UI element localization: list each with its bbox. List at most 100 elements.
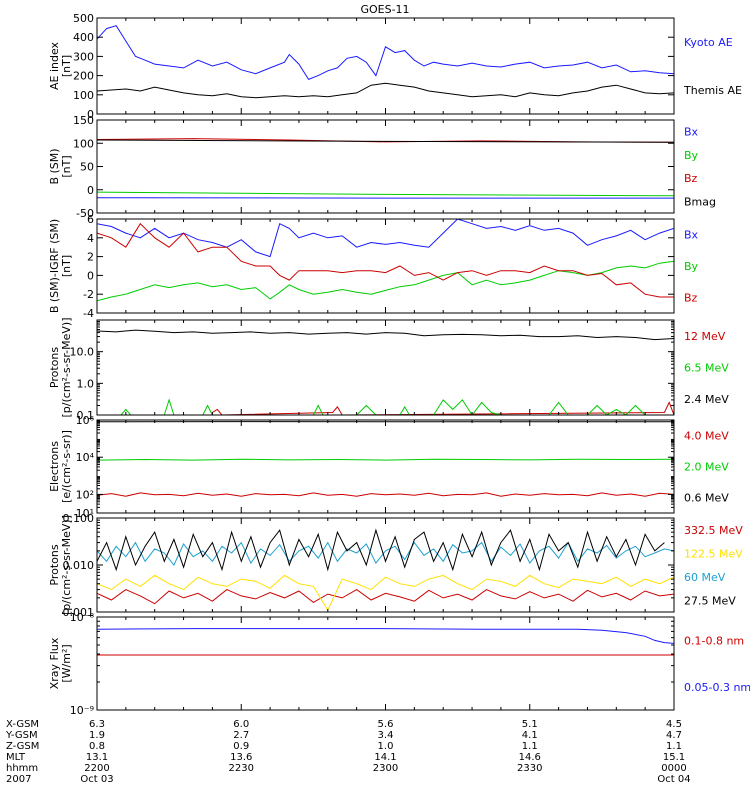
y-tick-label: 0 [87,184,94,197]
y-axis-label-line: [p/(cm²-s-sr-MeV)] [60,515,73,615]
x-axis-cell: Oct 04 [657,774,690,785]
series-line-protons-high-0 [97,589,674,605]
y-axis-label-line: Electrons [48,441,61,492]
x-axis-cell: 13.6 [230,752,252,763]
series-line-b-minus-igrf-0 [97,219,674,258]
y-axis-label: AE index[nT] [48,41,73,90]
legend-label-protons-low-0: 12 MeV [684,330,726,343]
panel-b-minus-igrf: -4 -2 0 2 4 6 B (SM)-IGRF (SM)[nT] Bx By Bz [48,213,699,320]
y-tick-label: 4 [87,232,94,245]
series-line-protons-high-2 [97,541,674,566]
series-line-b-minus-igrf-1 [97,260,674,302]
x-axis-row-label: 2007 [6,774,31,785]
y-axis-label-line: [nT] [60,155,73,177]
legend-label-xray-0: 0.1-0.8 nm [684,634,744,647]
legend-label-protons-high-0: 332.5 MeV [684,524,743,537]
legend-label-xray-1: 0.05-0.3 nm [684,681,750,694]
y-tick-label: 1.0 [77,377,95,390]
x-axis-cell: 2200 [84,763,109,774]
legend-label-protons-low-1: 6.5 MeV [684,362,729,375]
y-tick-label: 2 [87,251,94,264]
panel-b-sm: -50 0 50 100 150 B (SM)[nT] Bx By Bz Bmag [48,114,716,220]
legend-label-protons-high-1: 122.5 MeV [684,547,743,560]
y-tick-label: 100 [73,89,94,102]
x-axis-cell: 14.6 [519,752,541,763]
x-axis-row-label: hhmm [6,763,38,774]
y-tick-label: 500 [73,12,94,25]
x-axis-cell: 1.9 [89,730,105,741]
legend-label-b-sm-2: Bz [684,172,698,185]
y-axis-label-line: Protons [48,544,61,585]
series-line-protons-low-1 [120,398,646,415]
legend-label-b-minus-igrf-1: By [684,260,699,273]
series-line-b-sm-3 [97,139,674,143]
panel-frame [96,119,675,214]
y-tick-label: 0.001 [63,606,95,619]
x-axis-cell: 2330 [517,763,542,774]
y-tick-label: 0 [87,108,94,121]
y-axis-label-line: Xray Flux [48,637,61,689]
y-tick-label: -50 [76,207,94,220]
x-axis-row-label: Y-GSM [5,730,38,741]
y-tick-label: -4 [83,307,94,320]
series-line-protons-low-2 [97,329,674,341]
y-tick-label: 10¹ [76,507,94,520]
y-tick-label: -2 [83,288,94,301]
x-axis-cell: 0.9 [233,741,249,752]
series-line-protons-high-3 [97,528,665,572]
x-axis-cell: 2300 [373,763,398,774]
y-tick-label: 10² [76,488,94,501]
x-axis-cell: 14.1 [374,752,396,763]
series-line-ae-0 [97,25,674,81]
panel-protons-high: 0.0010.0100.100Protons[p/(cm²-s-sr-MeV)]… [48,512,743,619]
y-axis-label: Xray Flux[W/m²] [48,637,73,689]
y-tick-label: 0 [87,269,94,282]
y-tick-label: 6 [87,213,94,226]
panel-frame [96,17,675,115]
series-line-protons-high-1 [97,574,674,612]
series-line-electrons-0 [97,492,674,497]
panel-ae: 0 100 200 300 400 500 AE index[nT] Kyoto AE Them… [48,12,742,121]
y-tick-label: 0.010 [63,559,95,572]
x-axis-cell: Oct 03 [80,774,113,785]
y-axis-label-line: AE index [48,41,61,90]
x-axis-cell: 13.1 [86,752,108,763]
y-tick-label: 10⁴ [76,451,95,464]
legend-label-electrons-1: 2.0 MeV [684,461,729,474]
x-axis-cell: 3.4 [378,730,394,741]
panel-frame [96,419,675,514]
series-line-b-sm-1 [97,191,674,197]
x-axis-cell: 0.8 [89,741,105,752]
x-axis-cell: 1.0 [378,741,394,752]
x-axis-cell: 4.7 [666,730,682,741]
y-tick-label: 50 [80,161,94,174]
y-tick-label: 0.1 [77,409,95,422]
x-axis-row-label: MLT [6,752,26,763]
x-axis-cell: 4.5 [666,719,682,730]
x-axis-cell: 5.1 [522,719,538,730]
x-axis-cell: 2.7 [233,730,249,741]
x-axis-table: X-GSM 6.3 6.0 5.6 5.1 4.5 Y-GSM 1.9 2.7 3.4 4.1 4.7… [5,719,691,785]
x-axis-cell: 5.6 [378,719,394,730]
y-axis-label-line: Protons [48,347,61,388]
legend-label-ae-0: Kyoto AE [684,36,733,49]
x-axis-cell: 2230 [229,763,254,774]
y-axis-label: B (SM)[nT] [48,148,73,184]
y-axis-label-line: B (SM)-IGRF (SM) [48,219,61,313]
x-axis-row-label: Z-GSM [6,741,39,752]
series-line-b-minus-igrf-2 [97,222,674,298]
legend-label-protons-high-2: 60 MeV [684,571,726,584]
y-tick-label: 10⁶ [76,414,95,427]
x-axis-cell: 6.0 [233,719,249,730]
y-tick-label: 0.100 [63,512,95,525]
y-axis-label-line: [e/(cm²-s-sr)] [60,430,73,503]
y-axis-label-line: [nT] [60,55,73,77]
legend-label-protons-low-2: 2.4 MeV [684,393,729,406]
y-tick-label: 10⁻⁹ [70,704,94,717]
y-axis-label: Protons[p/(cm²-s-sr-MeV)] [48,515,73,615]
panel-frame [96,319,675,416]
y-axis-label: Protons[p/(cm²-s-sr-MeV)] [48,318,73,418]
legend-label-b-sm-0: Bx [684,126,699,139]
